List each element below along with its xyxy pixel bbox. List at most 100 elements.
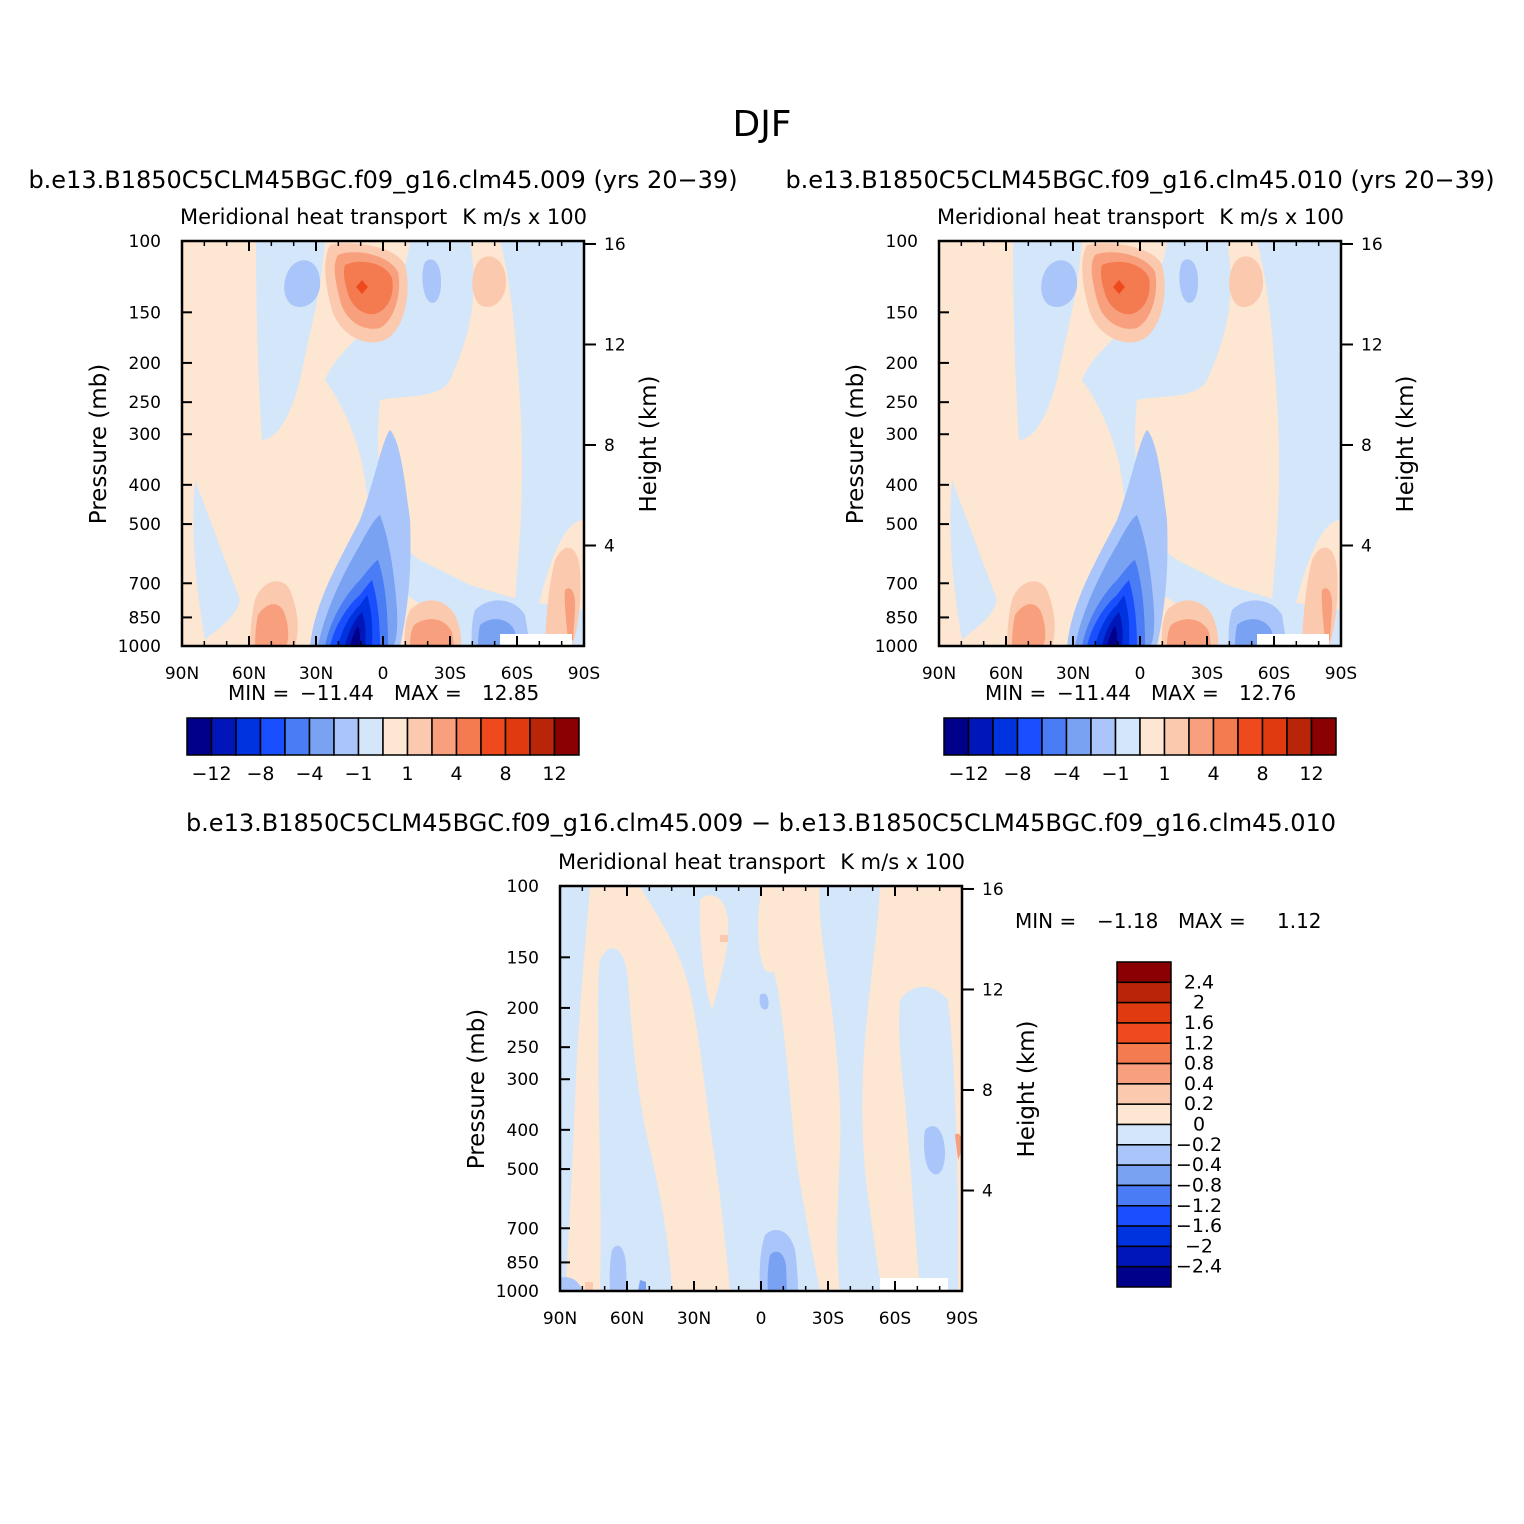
y-tick-label: 200 bbox=[129, 354, 161, 374]
colorbar-box bbox=[992, 717, 1019, 756]
min-value: −1.18 bbox=[1097, 909, 1158, 933]
x-tick-label: 0 bbox=[378, 664, 389, 684]
max-value: 12.85 bbox=[482, 681, 539, 705]
y-right-tick-label: 12 bbox=[604, 335, 626, 355]
colorbar-tick-label: 0.4 bbox=[1184, 1073, 1214, 1095]
colorbar-box bbox=[431, 717, 458, 756]
y-tick-label: 850 bbox=[507, 1253, 539, 1273]
colorbar-tick-label: −8 bbox=[246, 763, 274, 785]
x-tick-label: 90S bbox=[946, 1309, 978, 1329]
y-tick-label: 100 bbox=[129, 232, 161, 252]
colorbar-box bbox=[1114, 717, 1141, 756]
y-tick-label: 400 bbox=[507, 1121, 539, 1141]
right-title: K m/s x 100 bbox=[840, 850, 965, 874]
colorbar-tick-label: 1.2 bbox=[1184, 1032, 1214, 1054]
colorbar-box bbox=[1090, 717, 1117, 756]
x-tick-label: 60S bbox=[501, 664, 533, 684]
colorbar-tick-label: −2 bbox=[1185, 1235, 1213, 1257]
min-label: MIN = bbox=[1015, 909, 1076, 933]
colorbar-tick-label: −1.2 bbox=[1176, 1195, 1222, 1217]
x-tick-label: 60S bbox=[879, 1309, 911, 1329]
x-tick-label: 90S bbox=[1325, 664, 1357, 684]
colorbar-box bbox=[1116, 1265, 1172, 1288]
colorbar-box bbox=[1212, 717, 1239, 756]
y-tick-label: 100 bbox=[886, 232, 918, 252]
y-tick-label: 150 bbox=[886, 303, 918, 323]
colorbar-tick-label: −12 bbox=[191, 763, 231, 785]
left-title: Meridional heat transport bbox=[558, 850, 825, 874]
contour-field bbox=[939, 241, 1341, 646]
panel-difference: b.e13.B1850C5CLM45BGC.f09_g16.clm45.009 … bbox=[186, 809, 1336, 1329]
y-tick-label: 300 bbox=[129, 425, 161, 445]
x-tick-label: 0 bbox=[756, 1309, 767, 1329]
colorbar-box bbox=[1116, 1062, 1172, 1085]
colorbar-tick-label: 0 bbox=[1193, 1114, 1205, 1136]
y-tick-label: 250 bbox=[507, 1038, 539, 1058]
left-title: Meridional heat transport bbox=[180, 205, 447, 229]
colorbar-tick-label: 1 bbox=[401, 763, 413, 785]
colorbar-box bbox=[1188, 717, 1215, 756]
colorbar-box bbox=[1116, 961, 1172, 984]
y-tick-label: 850 bbox=[129, 608, 161, 628]
colorbar-box bbox=[357, 717, 384, 756]
colorbar-tick-label: −0.4 bbox=[1176, 1154, 1222, 1176]
y-right-tick-label: 4 bbox=[604, 536, 615, 556]
colorbar-box bbox=[186, 717, 213, 756]
colorbar-box bbox=[1310, 717, 1337, 756]
colorbar-box bbox=[504, 717, 531, 756]
y-axis-right-label: Height (km) bbox=[1014, 1020, 1040, 1157]
y-right-tick-label: 12 bbox=[1361, 335, 1383, 355]
min-value: −11.44 bbox=[1057, 681, 1131, 705]
colorbar-tick-label: −0.2 bbox=[1176, 1134, 1222, 1156]
colorbar: −12 −8 −4 −1 1 4 8 12 bbox=[943, 717, 1337, 785]
colorbar-tick-label: −2.4 bbox=[1176, 1256, 1222, 1278]
x-tick-label: 30S bbox=[1191, 664, 1223, 684]
y-axis-left: 100 150 200 250 300 400 500 700 850 1000 bbox=[875, 232, 949, 657]
colorbar-box bbox=[1286, 717, 1313, 756]
colorbar-tick-label: −1 bbox=[1101, 763, 1129, 785]
colorbar-box bbox=[235, 717, 262, 756]
y-right-tick-label: 16 bbox=[604, 235, 626, 255]
colorbar-box bbox=[259, 717, 286, 756]
x-tick-label: 90S bbox=[568, 664, 600, 684]
colorbar-box bbox=[1116, 1205, 1172, 1227]
y-tick-label: 500 bbox=[886, 515, 918, 535]
colorbar-box bbox=[1116, 1042, 1172, 1065]
colorbar-box bbox=[1116, 1245, 1172, 1268]
y-tick-label: 200 bbox=[886, 354, 918, 374]
y-axis-right: 16 12 8 4 bbox=[962, 880, 1004, 1201]
colorbar-tick-label: −1 bbox=[344, 763, 372, 785]
x-tick-label: 90N bbox=[922, 664, 956, 684]
y-tick-label: 1000 bbox=[118, 637, 161, 657]
y-right-tick-label: 4 bbox=[982, 1181, 993, 1201]
colorbar-tick-label: 4 bbox=[450, 763, 462, 785]
colorbar-box bbox=[553, 717, 580, 756]
case-title: b.e13.B1850C5CLM45BGC.f09_g16.clm45.010 … bbox=[785, 166, 1494, 194]
season-title: DJF bbox=[732, 104, 791, 145]
y-axis-left: 100 150 200 250 300 400 500 700 850 1000 bbox=[496, 877, 570, 1302]
colorbar-box bbox=[1116, 1184, 1172, 1207]
colorbar-tick-label: 4 bbox=[1207, 763, 1219, 785]
colorbar-box bbox=[1116, 1083, 1172, 1105]
colorbar-box bbox=[1116, 1164, 1172, 1187]
y-right-tick-label: 8 bbox=[1361, 436, 1372, 456]
x-tick-label: 60N bbox=[232, 664, 266, 684]
y-axis-left: 100 150 200 250 300 400 500 700 850 1000 bbox=[118, 232, 192, 657]
colorbar-box bbox=[1016, 717, 1043, 756]
colorbar-box bbox=[1116, 1022, 1172, 1044]
y-right-tick-label: 16 bbox=[1361, 235, 1383, 255]
y-tick-label: 700 bbox=[886, 574, 918, 594]
x-tick-label: 60N bbox=[989, 664, 1023, 684]
y-tick-label: 200 bbox=[507, 999, 539, 1019]
y-axis-right: 16 12 8 4 bbox=[584, 235, 626, 556]
y-tick-label: 300 bbox=[507, 1070, 539, 1090]
left-title: Meridional heat transport bbox=[937, 205, 1204, 229]
x-tick-label: 60S bbox=[1258, 664, 1290, 684]
colorbar-box bbox=[1237, 717, 1264, 756]
y-tick-label: 150 bbox=[507, 948, 539, 968]
colorbar-box bbox=[529, 717, 556, 756]
colorbar-box bbox=[1139, 717, 1166, 756]
colorbar-tick-label: 8 bbox=[499, 763, 511, 785]
colorbar-box bbox=[1116, 1225, 1172, 1248]
colorbar-box bbox=[1116, 981, 1172, 1004]
